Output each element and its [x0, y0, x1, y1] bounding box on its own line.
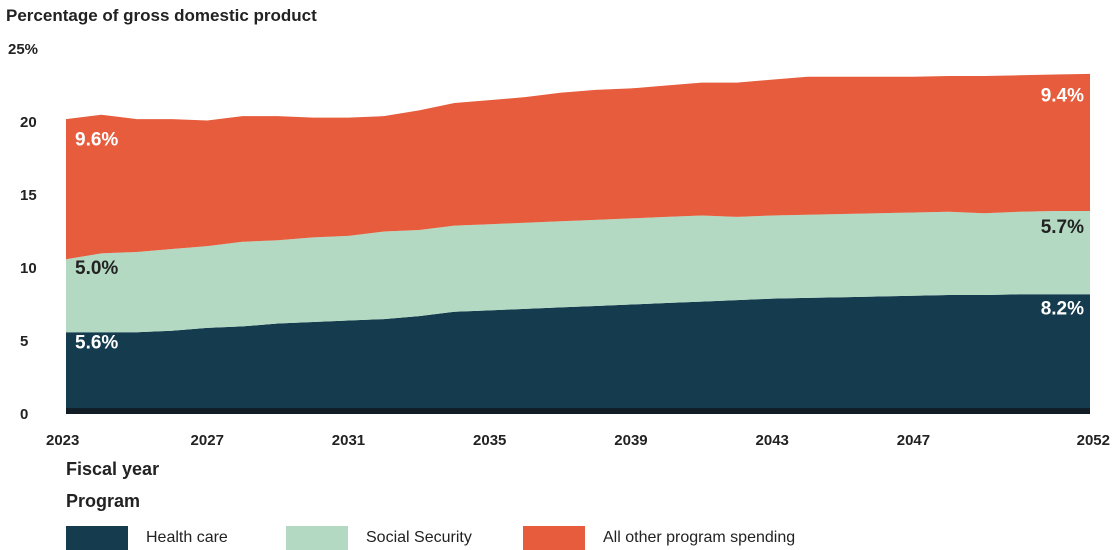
legend-swatch-all-other: [523, 526, 585, 550]
area-all-other-program-spending: [66, 73, 1090, 260]
legend-label-health-care: Health care: [146, 529, 228, 546]
y-axis-ticks: 0 5 10 15 20 25%: [8, 41, 38, 423]
legend-swatch-health-care: [66, 526, 128, 550]
legend: Health care Social Security All other pr…: [66, 526, 795, 550]
baseline-band: [66, 408, 1090, 414]
y-tick-label: 5: [20, 333, 28, 350]
legend-title: Program: [66, 491, 141, 511]
legend-label-all-other: All other program spending: [603, 529, 796, 546]
y-tick-label: 20: [20, 114, 37, 131]
legend-item-health-care: Health care: [66, 526, 286, 550]
legend-label-social-security: Social Security: [366, 529, 472, 546]
data-labels: 5.6% 5.0% 9.6% 8.2% 5.7% 9.4%: [75, 86, 1084, 354]
x-tick-label: 2023: [46, 432, 79, 449]
y-tick-label: 15: [20, 187, 37, 204]
data-label: 5.6%: [75, 332, 118, 353]
x-tick-label: 2035: [473, 432, 506, 449]
area-layers: [66, 73, 1090, 414]
data-label: 9.6%: [75, 129, 118, 150]
x-tick-label: 2043: [756, 432, 789, 449]
x-axis-label: Fiscal year: [66, 459, 160, 479]
x-tick-label: 2039: [614, 432, 647, 449]
x-axis-ticks: 2023 2027 2031 2035 2039 2043 2047 2052: [46, 432, 1110, 449]
y-tick-label: 0: [20, 406, 28, 423]
area-health-care: [66, 294, 1090, 414]
data-label: 9.4%: [1041, 86, 1084, 107]
chart-title: Percentage of gross domestic product: [6, 6, 317, 25]
data-label: 5.7%: [1041, 217, 1084, 238]
data-label: 8.2%: [1041, 299, 1084, 320]
y-tick-label: 25%: [8, 41, 38, 58]
x-tick-label: 2047: [897, 432, 930, 449]
x-tick-label: 2027: [191, 432, 224, 449]
legend-item-social-security: Social Security: [286, 526, 523, 550]
data-label: 5.0%: [75, 258, 118, 279]
area-social-security: [66, 211, 1090, 333]
stacked-area-chart: 0 5 10 15 20 25% 2023 2027 2031 2035 2039 2043 2047…: [8, 41, 1110, 449]
legend-swatch-social-security: [286, 526, 348, 550]
legend-item-all-other: All other program spending: [523, 526, 795, 550]
y-tick-label: 10: [20, 260, 37, 277]
x-tick-label: 2052: [1077, 432, 1110, 449]
x-tick-label: 2031: [332, 432, 365, 449]
